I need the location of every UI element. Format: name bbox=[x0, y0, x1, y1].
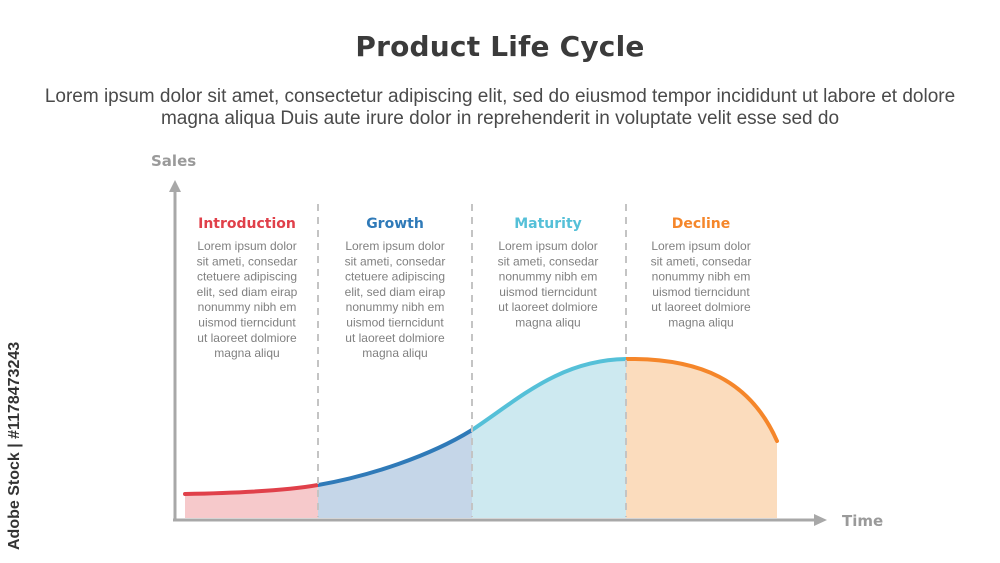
stage-body-line: ut laoreet dolmiore bbox=[498, 300, 598, 314]
stage-body-line: uismod tierncidunt bbox=[198, 316, 296, 330]
stage-body-line: Lorem ipsum dolor bbox=[651, 239, 750, 253]
stage-body-line: magna aliqu bbox=[668, 316, 733, 330]
stage-body-line: nonummy nibh em bbox=[198, 300, 297, 314]
stage-curve-maturity bbox=[472, 356, 626, 433]
stage-body-line: nonummy nibh em bbox=[346, 300, 445, 314]
stage-title-introduction: Introduction bbox=[198, 216, 296, 232]
stage-curve-introduction bbox=[183, 482, 318, 496]
stage-body-line: ctetuere adipiscing bbox=[197, 270, 297, 284]
y-axis-arrow bbox=[169, 180, 181, 192]
stage-body-line: magna aliqu bbox=[362, 346, 427, 360]
stage-area-decline bbox=[626, 358, 777, 518]
stage-body-line: ctetuere adipiscing bbox=[345, 270, 445, 284]
stage-body-line: uismod tierncidunt bbox=[652, 285, 750, 299]
stage-areas bbox=[185, 358, 777, 518]
stage-title-decline: Decline bbox=[672, 216, 730, 232]
stage-curve-decline bbox=[626, 356, 779, 443]
page-subtitle: Lorem ipsum dolor sit amet, consectetur … bbox=[44, 86, 956, 129]
x-axis-label: Time bbox=[842, 512, 883, 530]
stage-body-line: elit, sed diam eirap bbox=[345, 285, 446, 299]
stage-body-line: nonummy nibh em bbox=[652, 270, 751, 284]
stage-body-line: magna aliqu bbox=[214, 346, 279, 360]
stage-title-maturity: Maturity bbox=[514, 216, 582, 232]
stage-body-line: sit ameti, consedar bbox=[345, 254, 446, 268]
stage-body-line: ut laoreet dolmiore bbox=[345, 331, 445, 345]
stage-body-line: nonummy nibh em bbox=[499, 270, 598, 284]
stage-body-line: ut laoreet dolmiore bbox=[197, 331, 297, 345]
stage-body-line: sit ameti, consedar bbox=[651, 254, 752, 268]
stage-body-line: uismod tierncidunt bbox=[499, 285, 597, 299]
stage-body-line: Lorem ipsum dolor bbox=[498, 239, 597, 253]
stage-body-line: Lorem ipsum dolor bbox=[197, 239, 296, 253]
stage-body-line: sit ameti, consedar bbox=[498, 254, 599, 268]
page-title: Product Life Cycle bbox=[355, 30, 645, 63]
stage-body-line: magna aliqu bbox=[515, 316, 580, 330]
stage-area-maturity bbox=[472, 359, 626, 518]
stage-body-line: sit ameti, consedar bbox=[197, 254, 298, 268]
stage-body-line: Lorem ipsum dolor bbox=[345, 239, 444, 253]
stage-body-line: ut laoreet dolmiore bbox=[651, 300, 751, 314]
stage-title-growth: Growth bbox=[366, 216, 424, 232]
stage-body-line: elit, sed diam eirap bbox=[197, 285, 298, 299]
y-axis-label: Sales bbox=[151, 152, 196, 170]
x-axis-arrow bbox=[814, 514, 827, 526]
stage-body-line: uismod tierncidunt bbox=[346, 316, 444, 330]
stage-curves bbox=[183, 356, 779, 496]
